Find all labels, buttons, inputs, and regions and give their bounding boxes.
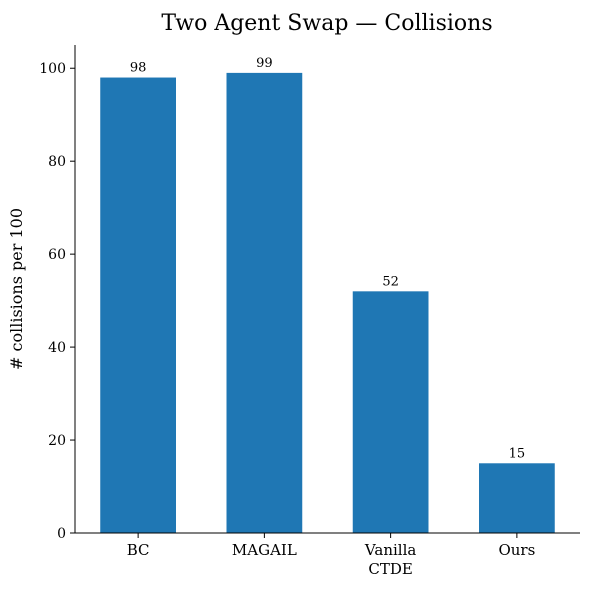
y-tick-label-4: 80 bbox=[48, 154, 66, 170]
bar-value-label-1: 99 bbox=[256, 56, 273, 71]
bar-value-label-0: 98 bbox=[130, 61, 147, 76]
x-tick-label-line: CTDE bbox=[368, 560, 412, 578]
chart-title: Two Agent Swap — Collisions bbox=[161, 11, 492, 36]
bar-2 bbox=[352, 291, 429, 533]
y-tick-label-0: 0 bbox=[57, 526, 66, 542]
x-tick-label-1: MAGAIL bbox=[232, 541, 297, 559]
bar-1 bbox=[226, 72, 303, 533]
y-axis-ticks: 0 20 40 60 80 100 bbox=[39, 61, 75, 542]
x-tick-label-line: BC bbox=[127, 541, 150, 559]
x-tick-label-line: Ours bbox=[498, 541, 535, 559]
x-tick-label-line: MAGAIL bbox=[232, 541, 297, 559]
y-axis-label: # collisions per 100 bbox=[7, 208, 26, 370]
y-tick-label-2: 40 bbox=[48, 340, 66, 356]
bar-value-labels: 98 99 52 15 bbox=[130, 56, 525, 461]
bar-value-label-2: 52 bbox=[382, 274, 399, 289]
y-tick-label-1: 20 bbox=[48, 433, 66, 449]
bars-layer bbox=[100, 72, 555, 534]
x-axis-ticks: BC MAGAIL Vanilla CTDE Ours bbox=[127, 533, 535, 578]
y-tick-label-5: 100 bbox=[39, 61, 66, 77]
bar-0 bbox=[100, 77, 176, 534]
x-tick-label-3: Ours bbox=[498, 541, 535, 559]
y-tick-label-3: 60 bbox=[48, 247, 66, 263]
bar-3 bbox=[479, 463, 555, 533]
x-tick-label-line: Vanilla bbox=[364, 541, 416, 559]
x-tick-label-0: BC bbox=[127, 541, 150, 559]
x-tick-label-2: Vanilla CTDE bbox=[364, 541, 416, 578]
bar-value-label-3: 15 bbox=[509, 446, 526, 461]
